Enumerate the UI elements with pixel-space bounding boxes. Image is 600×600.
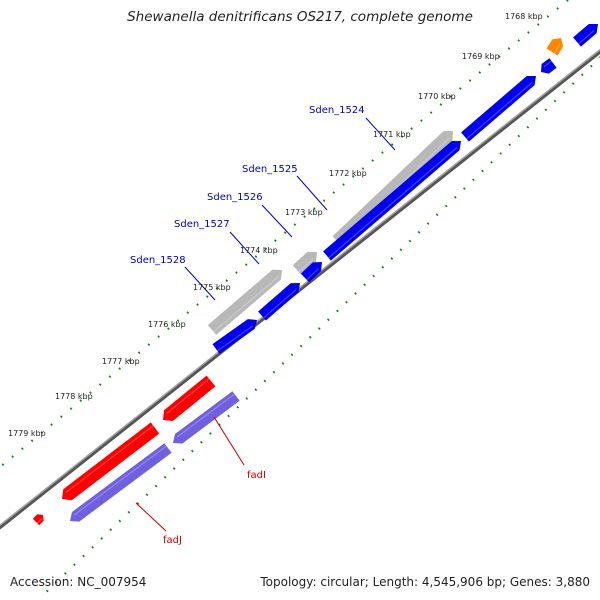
feature-arrow-blue-shade bbox=[328, 146, 458, 259]
gene-label-sden-1526-link bbox=[261, 204, 293, 238]
gene-label-fadi[interactable]: fadI bbox=[247, 470, 266, 481]
feature-arrow-blue[interactable] bbox=[461, 76, 536, 142]
feature-arrow-fadj-shade bbox=[176, 393, 235, 438]
backbone bbox=[0, 48, 600, 530]
feature-track bbox=[32, 24, 598, 526]
feature-arrow-blue-shade bbox=[543, 60, 552, 68]
backbone-line bbox=[0, 48, 600, 530]
map-title: Shewanella denitrificans OS217, complete… bbox=[127, 9, 473, 25]
accession-text: Accession: NC_007954 bbox=[10, 575, 147, 589]
feature-arrow-blue-shade bbox=[578, 29, 595, 45]
gene-label-sden-1527-link bbox=[229, 231, 260, 265]
tick-label: 1779 kbp bbox=[8, 429, 46, 438]
feature-arrow-fadi[interactable] bbox=[62, 422, 160, 501]
feature-arrow-sden-1528[interactable] bbox=[207, 269, 282, 335]
gene-label-fadi-link bbox=[213, 416, 245, 466]
backbone-highlight bbox=[0, 48, 600, 527]
feature-arrow-blue-shade bbox=[306, 268, 319, 281]
feature-arrow-blue[interactable] bbox=[212, 319, 258, 354]
gene-label-fadj-link bbox=[135, 502, 167, 532]
gene-label-sden-1525-link bbox=[296, 175, 328, 211]
feature-arrow-blue-shade bbox=[217, 325, 254, 352]
feature-arrow-blue[interactable] bbox=[300, 262, 322, 283]
feature-arrow-fadj[interactable] bbox=[173, 391, 240, 444]
tick-label: 1774 kbp bbox=[240, 246, 278, 255]
tick-label: 1769 kbp bbox=[462, 52, 500, 61]
gene-label-sden-1528-link bbox=[184, 266, 216, 301]
feature-arrow-red[interactable] bbox=[32, 514, 44, 526]
feature-arrow-blue[interactable] bbox=[323, 141, 461, 261]
feature-arrow-blue-shade bbox=[263, 288, 297, 319]
tick-label: 1770 kbp bbox=[418, 92, 456, 101]
feature-arrow-sden-1528-shade bbox=[213, 276, 279, 333]
feature-arrow-blue[interactable] bbox=[541, 58, 557, 74]
gene-label-sden-1528[interactable]: Sden_1528 bbox=[130, 255, 186, 266]
feature-arrow-blue[interactable] bbox=[573, 24, 598, 47]
tick-label: 1773 kbp bbox=[285, 208, 323, 217]
feature-arrow-fadj[interactable] bbox=[70, 443, 172, 522]
labels: 1768 kbp 1769 kbp 1770 kbp 1771 kbp 1772 kbp… bbox=[8, 12, 543, 546]
tick-label: 1772 kbp bbox=[329, 169, 367, 178]
feature-arrow-grey[interactable] bbox=[292, 251, 317, 275]
tick-label: 1776 kbp bbox=[148, 320, 186, 329]
gene-label-sden-1525[interactable]: Sden_1525 bbox=[242, 164, 298, 175]
tick-label: 1778 kbp bbox=[55, 392, 93, 401]
gene-label-sden-1524-link bbox=[365, 117, 396, 151]
gene-label-fadj[interactable]: fadJ bbox=[163, 535, 182, 546]
gene-label-sden-1524[interactable]: Sden_1524 bbox=[309, 105, 365, 116]
gene-label-sden-1527[interactable]: Sden_1527 bbox=[174, 219, 230, 230]
feature-arrow-fadi-shade bbox=[166, 378, 210, 414]
feature-arrow-blue-shade bbox=[466, 81, 533, 140]
genome-summary-text: Topology: circular; Length: 4,545,906 bp… bbox=[260, 575, 590, 589]
feature-arrow-fadi[interactable] bbox=[163, 375, 216, 421]
gene-label-sden-1526[interactable]: Sden_1526 bbox=[207, 192, 263, 203]
feature-arrow-sden-1524[interactable] bbox=[332, 131, 454, 246]
feature-arrow-fadi-shade bbox=[65, 425, 154, 494]
inner-tick-line bbox=[39, 56, 600, 599]
tick-label: 1777 kbp bbox=[102, 357, 140, 366]
feature-arrow-grey-shade bbox=[298, 258, 314, 273]
feature-arrow-orange-shade bbox=[553, 43, 561, 54]
label-links bbox=[135, 117, 396, 532]
feature-arrow-blue[interactable] bbox=[258, 283, 300, 321]
feature-arrow-red-shade bbox=[36, 518, 43, 524]
tick-label: 1775 kbp bbox=[193, 283, 231, 292]
feature-arrow-orange[interactable] bbox=[546, 38, 564, 56]
outer-tick-line bbox=[0, 0, 569, 469]
tick-label: 1768 kbp bbox=[505, 12, 543, 21]
tick-label: 1771 kbp bbox=[373, 130, 411, 139]
feature-arrow-fadj-shade bbox=[73, 445, 167, 516]
